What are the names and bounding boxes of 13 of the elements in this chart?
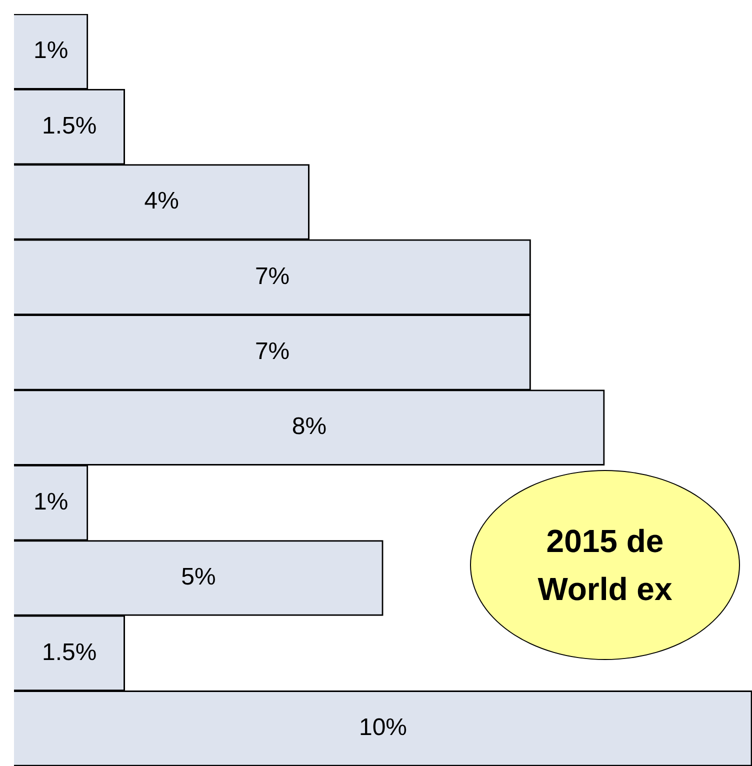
data-label: 7%: [254, 262, 290, 290]
ellipse-callout: 2015 de World ex: [470, 470, 740, 660]
data-label: 1%: [34, 37, 68, 64]
data-label: 10%: [358, 714, 408, 742]
data-label: 4%: [144, 188, 179, 215]
annotation: World ex: [538, 570, 672, 609]
data-label: 7%: [254, 338, 290, 366]
data-label: 1%: [34, 488, 68, 516]
data-label: 1.5%: [42, 112, 97, 140]
data-label: 8%: [292, 413, 327, 440]
data-label: 1.5%: [42, 638, 97, 666]
data-label: 5%: [181, 564, 216, 591]
annotation: 2015 de: [546, 522, 664, 561]
